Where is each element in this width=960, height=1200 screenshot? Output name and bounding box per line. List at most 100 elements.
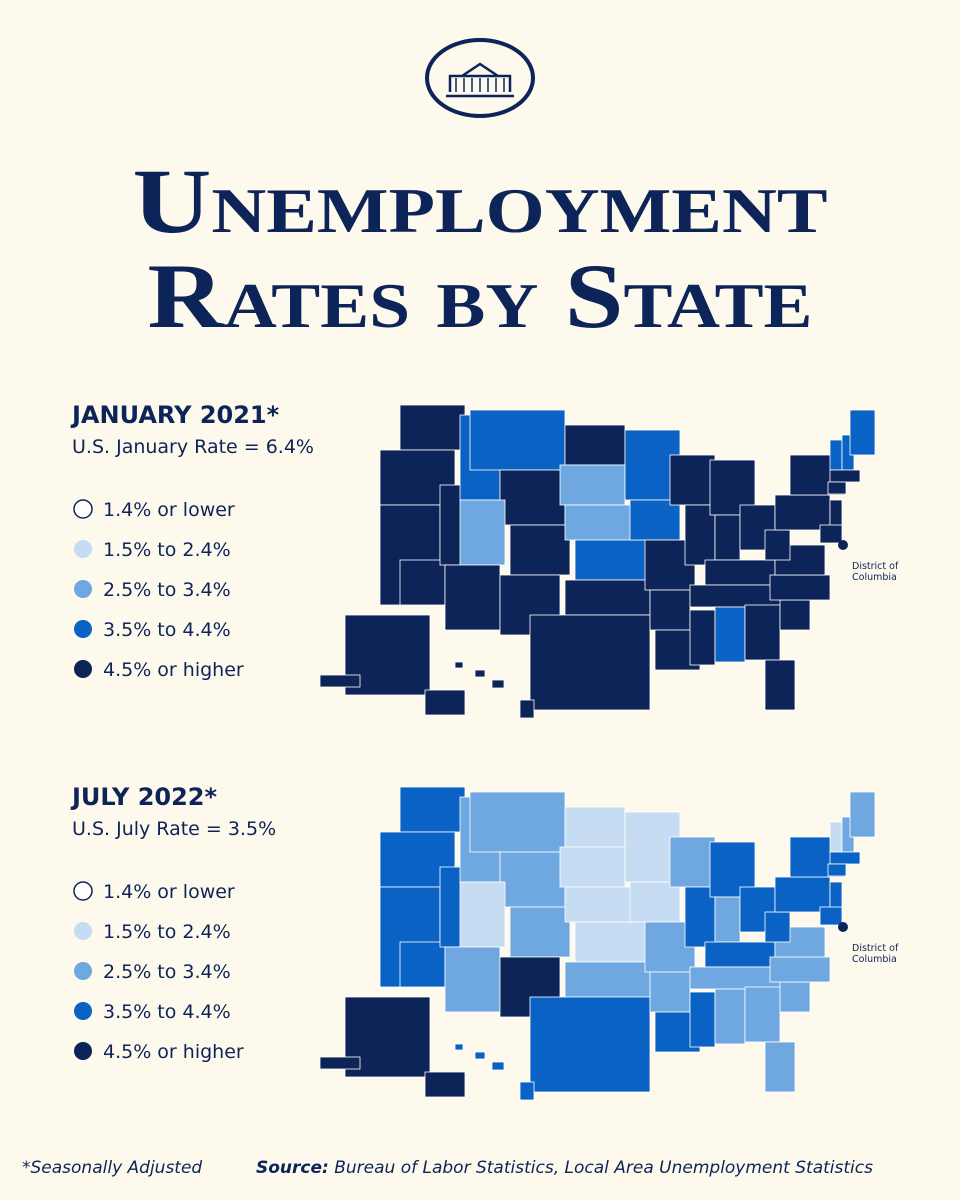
state — [744, 604, 781, 661]
legend-label: 1.4% or lower — [103, 881, 235, 903]
state — [829, 469, 861, 483]
map-subtitle: U.S. January Rate = 6.4% — [72, 436, 314, 458]
state — [827, 481, 847, 495]
dc-label: District of — [852, 561, 899, 572]
state — [774, 876, 831, 913]
state — [779, 599, 811, 631]
state — [629, 499, 681, 541]
state — [319, 674, 361, 688]
state — [509, 524, 571, 576]
state — [444, 946, 501, 1013]
state — [849, 409, 876, 456]
state — [499, 469, 566, 526]
state — [689, 991, 716, 1048]
state — [649, 589, 691, 631]
state — [319, 1056, 361, 1070]
state — [564, 806, 626, 848]
state — [399, 559, 446, 606]
state — [454, 661, 464, 669]
state — [424, 1071, 466, 1098]
state — [519, 1081, 535, 1101]
legend-swatch — [73, 881, 93, 901]
state — [669, 836, 716, 888]
legend-label: 4.5% or higher — [103, 659, 244, 681]
state — [714, 514, 741, 561]
state — [827, 863, 847, 877]
title-line: Unemployment — [133, 150, 828, 252]
state — [399, 786, 466, 833]
state — [474, 669, 486, 678]
state — [714, 988, 746, 1045]
map-title: JULY 2022* — [70, 783, 218, 811]
map-panel: JANUARY 2021* U.S. January Rate = 6.4% 1.4… — [70, 401, 899, 719]
map-panel: JULY 2022* U.S. July Rate = 3.5% 1.4% or l… — [70, 783, 899, 1101]
legend-label: 2.5% to 3.4% — [103, 961, 231, 983]
map-title: JANUARY 2021* — [70, 401, 280, 429]
state — [649, 971, 691, 1013]
state — [424, 689, 466, 716]
legend-swatch — [74, 620, 92, 638]
state — [564, 504, 636, 541]
state — [529, 614, 651, 711]
dc-label: District of — [852, 943, 899, 954]
state — [714, 606, 746, 663]
dc-marker — [838, 540, 848, 550]
state — [459, 499, 506, 566]
state — [819, 906, 843, 926]
legend-swatch — [74, 1042, 92, 1060]
state — [829, 821, 843, 853]
state — [764, 1041, 796, 1093]
state — [779, 981, 811, 1013]
legend-label: 1.5% to 2.4% — [103, 921, 231, 943]
legend-swatch — [74, 660, 92, 678]
state — [669, 454, 716, 506]
state — [474, 1051, 486, 1060]
state — [454, 1043, 464, 1051]
state — [714, 896, 741, 943]
state — [564, 424, 626, 466]
source-label: Source: — [256, 1158, 329, 1178]
state — [519, 699, 535, 719]
state — [769, 574, 831, 601]
legend-label: 2.5% to 3.4% — [103, 579, 231, 601]
source: Source: Bureau of Labor Statistics, Loca… — [256, 1158, 873, 1178]
state — [704, 941, 776, 968]
state — [399, 404, 466, 451]
state — [529, 996, 651, 1093]
state — [399, 941, 446, 988]
source-text: Bureau of Labor Statistics, Local Area U… — [334, 1158, 873, 1178]
state — [459, 881, 506, 948]
legend-swatch — [74, 1002, 92, 1020]
legend-label: 3.5% to 4.4% — [103, 619, 231, 641]
footnote: *Seasonally Adjusted — [22, 1158, 202, 1178]
legend-label: 1.4% or lower — [103, 499, 235, 521]
legend-label: 1.5% to 2.4% — [103, 539, 231, 561]
state — [564, 579, 651, 616]
state — [829, 439, 843, 471]
legend-label: 4.5% or higher — [103, 1041, 244, 1063]
dc-marker — [838, 922, 848, 932]
state — [559, 846, 626, 888]
state — [469, 409, 566, 471]
dc-label: Columbia — [852, 572, 897, 583]
state — [689, 609, 716, 666]
legend-label: 3.5% to 4.4% — [103, 1001, 231, 1023]
map-subtitle: U.S. July Rate = 3.5% — [72, 818, 276, 840]
state — [574, 539, 651, 581]
state — [564, 961, 651, 998]
state — [829, 851, 861, 865]
state — [559, 464, 626, 506]
legend-swatch — [74, 922, 92, 940]
dc-label: Columbia — [852, 954, 897, 965]
state — [499, 851, 566, 908]
state — [744, 986, 781, 1043]
state — [629, 881, 681, 923]
state — [444, 564, 501, 631]
state — [564, 886, 636, 923]
state — [769, 956, 831, 983]
logo — [425, 38, 535, 118]
title-line: Rates by State — [148, 245, 813, 347]
legend-swatch — [74, 962, 92, 980]
